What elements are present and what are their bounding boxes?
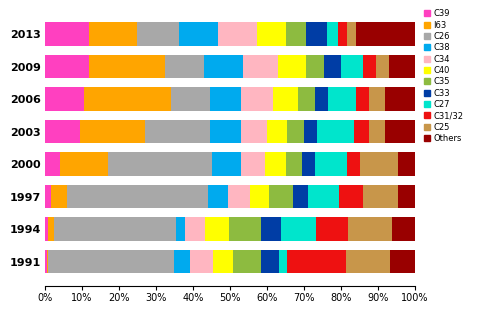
Bar bbox=[304, 120, 317, 143]
Bar bbox=[210, 120, 241, 143]
Bar bbox=[346, 152, 360, 176]
Bar bbox=[205, 217, 230, 241]
Bar bbox=[45, 55, 90, 78]
Bar bbox=[67, 185, 208, 208]
Bar bbox=[265, 152, 285, 176]
Bar bbox=[326, 22, 338, 46]
Bar bbox=[324, 55, 341, 78]
Bar bbox=[398, 185, 415, 208]
Bar bbox=[328, 87, 356, 111]
Bar bbox=[241, 152, 265, 176]
Bar bbox=[369, 87, 386, 111]
Bar bbox=[176, 217, 185, 241]
Bar bbox=[204, 55, 243, 78]
Bar bbox=[356, 87, 369, 111]
Bar bbox=[260, 217, 281, 241]
Bar bbox=[233, 250, 260, 273]
Bar bbox=[45, 87, 84, 111]
Bar bbox=[398, 152, 415, 176]
Bar bbox=[45, 22, 89, 46]
Bar bbox=[308, 185, 339, 208]
Bar bbox=[306, 55, 324, 78]
Bar bbox=[316, 217, 348, 241]
Bar bbox=[50, 185, 67, 208]
Bar bbox=[137, 22, 180, 46]
Bar bbox=[260, 250, 279, 273]
Bar bbox=[278, 55, 306, 78]
Bar bbox=[45, 250, 47, 273]
Bar bbox=[360, 152, 399, 176]
Bar bbox=[363, 185, 398, 208]
Bar bbox=[389, 55, 415, 78]
Bar bbox=[80, 120, 145, 143]
Bar bbox=[243, 55, 278, 78]
Bar bbox=[306, 22, 326, 46]
Bar bbox=[185, 217, 205, 241]
Bar bbox=[279, 250, 286, 273]
Bar bbox=[45, 152, 60, 176]
Bar bbox=[47, 250, 48, 273]
Bar bbox=[54, 217, 176, 241]
Bar bbox=[145, 120, 210, 143]
Bar bbox=[48, 217, 54, 241]
Bar bbox=[286, 152, 302, 176]
Bar bbox=[212, 152, 241, 176]
Bar bbox=[241, 87, 272, 111]
Bar bbox=[369, 120, 386, 143]
Bar bbox=[180, 22, 218, 46]
Bar bbox=[317, 120, 354, 143]
Bar bbox=[241, 120, 267, 143]
Bar bbox=[288, 120, 304, 143]
Bar bbox=[45, 120, 80, 143]
Bar bbox=[386, 87, 415, 111]
Bar bbox=[48, 250, 174, 273]
Bar bbox=[60, 152, 108, 176]
Bar bbox=[298, 87, 315, 111]
Bar bbox=[45, 185, 51, 208]
Bar bbox=[390, 250, 415, 273]
Bar bbox=[108, 152, 212, 176]
Bar bbox=[210, 87, 241, 111]
Bar bbox=[302, 152, 315, 176]
Bar bbox=[315, 152, 346, 176]
Bar bbox=[346, 250, 390, 273]
Bar bbox=[45, 217, 48, 241]
Bar bbox=[338, 22, 347, 46]
Bar bbox=[339, 185, 363, 208]
Bar bbox=[256, 22, 286, 46]
Bar bbox=[212, 250, 233, 273]
Bar bbox=[190, 250, 212, 273]
Bar bbox=[293, 185, 308, 208]
Bar bbox=[341, 55, 363, 78]
Bar bbox=[363, 55, 376, 78]
Bar bbox=[269, 185, 293, 208]
Bar bbox=[376, 55, 389, 78]
Bar bbox=[286, 250, 346, 273]
Legend: C39, I63, C26, C38, C34, C40, C35, C33, C27, C31/32, C25, Others: C39, I63, C26, C38, C34, C40, C35, C33, … bbox=[423, 8, 464, 144]
Bar bbox=[348, 217, 392, 241]
Bar bbox=[286, 22, 306, 46]
Bar bbox=[315, 87, 328, 111]
Bar bbox=[84, 87, 171, 111]
Bar bbox=[208, 185, 228, 208]
Bar bbox=[392, 217, 415, 241]
Bar bbox=[281, 217, 316, 241]
Bar bbox=[218, 22, 256, 46]
Bar bbox=[165, 55, 204, 78]
Bar bbox=[89, 22, 137, 46]
Bar bbox=[354, 120, 369, 143]
Bar bbox=[250, 185, 269, 208]
Bar bbox=[174, 250, 190, 273]
Bar bbox=[272, 87, 298, 111]
Bar bbox=[90, 55, 165, 78]
Bar bbox=[356, 22, 415, 46]
Bar bbox=[347, 22, 356, 46]
Bar bbox=[230, 217, 260, 241]
Bar bbox=[171, 87, 209, 111]
Bar bbox=[267, 120, 287, 143]
Bar bbox=[386, 120, 415, 143]
Bar bbox=[228, 185, 250, 208]
